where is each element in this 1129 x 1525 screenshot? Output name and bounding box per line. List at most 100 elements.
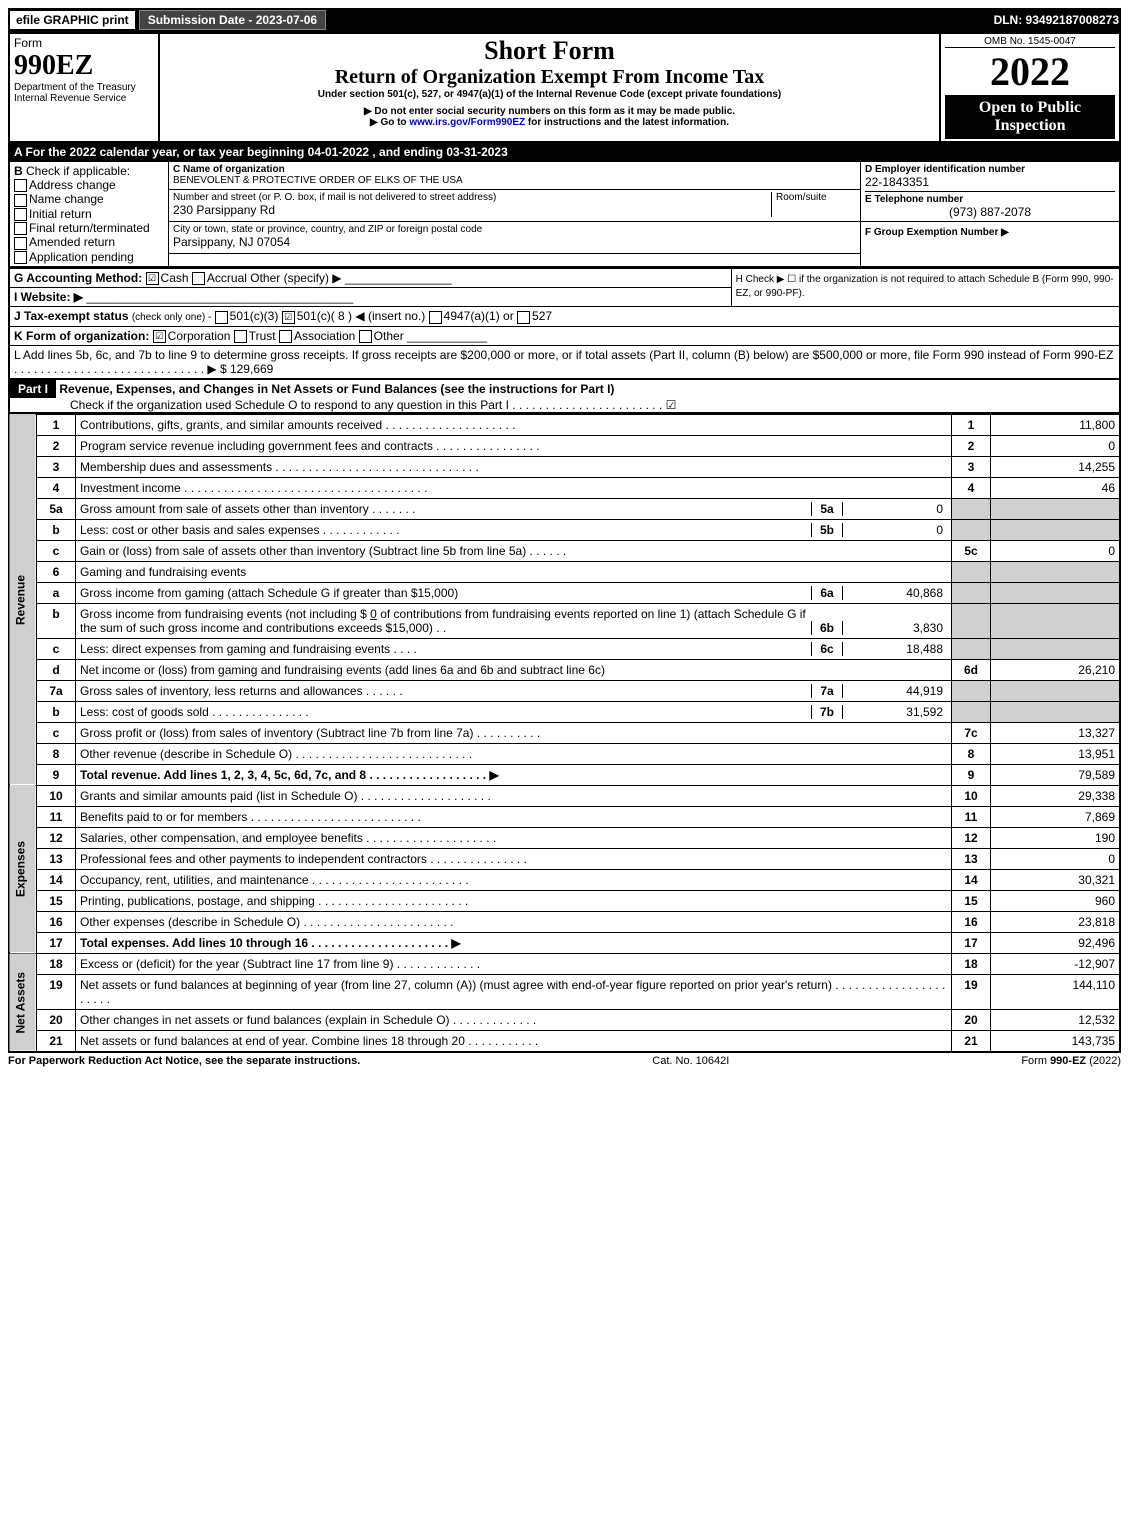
- e-label: E Telephone number: [865, 191, 1115, 205]
- tax-year: 2022: [945, 48, 1115, 95]
- amended-return: Amended return: [29, 235, 115, 249]
- l2-desc: Program service revenue including govern…: [76, 435, 952, 456]
- name-change: Name change: [29, 192, 104, 206]
- l7b-num: b: [37, 701, 76, 722]
- irs-url[interactable]: www.irs.gov/Form990EZ: [409, 117, 525, 128]
- checkbox-501c3[interactable]: [215, 311, 228, 324]
- checkbox-4947[interactable]: [429, 311, 442, 324]
- goto-link[interactable]: ▶ Go to www.irs.gov/Form990EZ for instru…: [164, 117, 935, 128]
- l3-amt: 14,255: [991, 456, 1121, 477]
- l21-desc: Net assets or fund balances at end of ye…: [76, 1030, 952, 1052]
- l7a-sub: 7a: [811, 684, 842, 698]
- footer: For Paperwork Reduction Act Notice, see …: [8, 1053, 1121, 1067]
- l14-amt: 30,321: [991, 869, 1121, 890]
- l2-amt: 0: [991, 435, 1121, 456]
- l6b-desc1b: 0: [370, 607, 377, 621]
- section-g: G Accounting Method: ☑Cash Accrual Other…: [9, 268, 731, 287]
- k-label: K Form of organization:: [14, 329, 149, 343]
- l18-num: 18: [37, 953, 76, 974]
- l6c-sub: 6c: [811, 642, 842, 656]
- l15-num: 15: [37, 890, 76, 911]
- main-title: Return of Organization Exempt From Incom…: [164, 66, 935, 89]
- l7b-sub: 7b: [811, 705, 842, 719]
- submission-date: Submission Date - 2023-07-06: [139, 10, 326, 30]
- subtitle: Under section 501(c), 527, or 4947(a)(1)…: [164, 89, 935, 100]
- app-pending: Application pending: [29, 250, 134, 264]
- l5a-row: Gross amount from sale of assets other t…: [76, 498, 952, 519]
- checkbox-trust[interactable]: [234, 330, 247, 343]
- l19-desc: Net assets or fund balances at beginning…: [76, 974, 952, 1009]
- l17-num: 17: [37, 932, 76, 953]
- j-label: J Tax-exempt status: [14, 309, 129, 323]
- l5a-desc: Gross amount from sale of assets other t…: [80, 502, 811, 516]
- f-label: F Group Exemption Number ▶: [865, 227, 1009, 238]
- l21-col: 21: [952, 1030, 991, 1052]
- efile-label: efile GRAPHIC print: [10, 11, 135, 29]
- l7b-shade: [952, 701, 991, 722]
- l13-amt: 0: [991, 848, 1121, 869]
- l12-col: 12: [952, 827, 991, 848]
- l7a-row: Gross sales of inventory, less returns a…: [76, 680, 952, 701]
- b-label: B: [14, 164, 23, 178]
- trust: Trust: [249, 329, 276, 343]
- checkbox-assoc[interactable]: [279, 330, 292, 343]
- checkbox-name-change[interactable]: [14, 194, 27, 207]
- checkbox-amended[interactable]: [14, 237, 27, 250]
- l6c-shade: [952, 638, 991, 659]
- l6c-num: c: [37, 638, 76, 659]
- l18-col: 18: [952, 953, 991, 974]
- l16-desc: Other expenses (describe in Schedule O) …: [76, 911, 952, 932]
- checkbox-final[interactable]: [14, 222, 27, 235]
- form-word: Form: [14, 36, 154, 50]
- l20-num: 20: [37, 1009, 76, 1030]
- l6a-sub: 6a: [811, 586, 842, 600]
- l6d-desc: Net income or (loss) from gaming and fun…: [76, 659, 952, 680]
- other-specify: Other (specify) ▶: [250, 271, 341, 285]
- checkbox-other-org[interactable]: [359, 330, 372, 343]
- checkbox-527[interactable]: [517, 311, 530, 324]
- opt-527: 527: [532, 309, 552, 323]
- l9-amt: 79,589: [991, 764, 1121, 785]
- l7a-desc: Gross sales of inventory, less returns a…: [80, 684, 811, 698]
- l6c-subamt: 18,488: [842, 642, 947, 656]
- checkbox-initial[interactable]: [14, 208, 27, 221]
- l7b-desc: Less: cost of goods sold . . . . . . . .…: [80, 705, 811, 719]
- section-c-name: C Name of organization BENEVOLENT & PROT…: [169, 162, 861, 190]
- checkbox-accrual[interactable]: [192, 272, 205, 285]
- i-label: I Website: ▶: [14, 290, 83, 304]
- l8-amt: 13,951: [991, 743, 1121, 764]
- l14-num: 14: [37, 869, 76, 890]
- l13-num: 13: [37, 848, 76, 869]
- footer-left: For Paperwork Reduction Act Notice, see …: [8, 1055, 360, 1067]
- l6b-desc: Gross income from fundraising events (no…: [80, 607, 811, 635]
- expenses-vlabel: Expenses: [9, 785, 37, 953]
- l18-desc: Excess or (deficit) for the year (Subtra…: [76, 953, 952, 974]
- l7b-subamt: 31,592: [842, 705, 947, 719]
- part1-header: Part I Revenue, Expenses, and Changes in…: [8, 380, 1121, 414]
- l21-amt: 143,735: [991, 1030, 1121, 1052]
- city-label: City or town, state or province, country…: [173, 224, 856, 235]
- checkbox-pending[interactable]: [14, 251, 27, 264]
- checkbox-501c[interactable]: ☑: [282, 311, 295, 324]
- l18-amt: -12,907: [991, 953, 1121, 974]
- h-text: H Check ▶ ☐ if the organization is not r…: [736, 274, 1114, 299]
- c-label: C Name of organization: [173, 164, 856, 175]
- l20-desc: Other changes in net assets or fund bala…: [76, 1009, 952, 1030]
- l5a-subamt: 0: [842, 502, 947, 516]
- l5b-row: Less: cost or other basis and sales expe…: [76, 519, 952, 540]
- open-public: Open to Public Inspection: [945, 95, 1115, 139]
- l1-col: 1: [952, 414, 991, 435]
- checkbox-corp[interactable]: ☑: [153, 330, 166, 343]
- l5a-shade: [952, 498, 991, 519]
- checkbox-addr-change[interactable]: [14, 179, 27, 192]
- l13-col: 13: [952, 848, 991, 869]
- l6-desc: Gaming and fundraising events: [76, 561, 952, 582]
- l5b-shade: [952, 519, 991, 540]
- l3-col: 3: [952, 456, 991, 477]
- dept-treasury: Department of the Treasury: [14, 82, 154, 93]
- checkbox-cash[interactable]: ☑: [146, 272, 159, 285]
- l19-amt: 144,110: [991, 974, 1121, 1009]
- l5a-num: 5a: [37, 498, 76, 519]
- dln: DLN: 93492187008273: [994, 13, 1119, 27]
- l14-col: 14: [952, 869, 991, 890]
